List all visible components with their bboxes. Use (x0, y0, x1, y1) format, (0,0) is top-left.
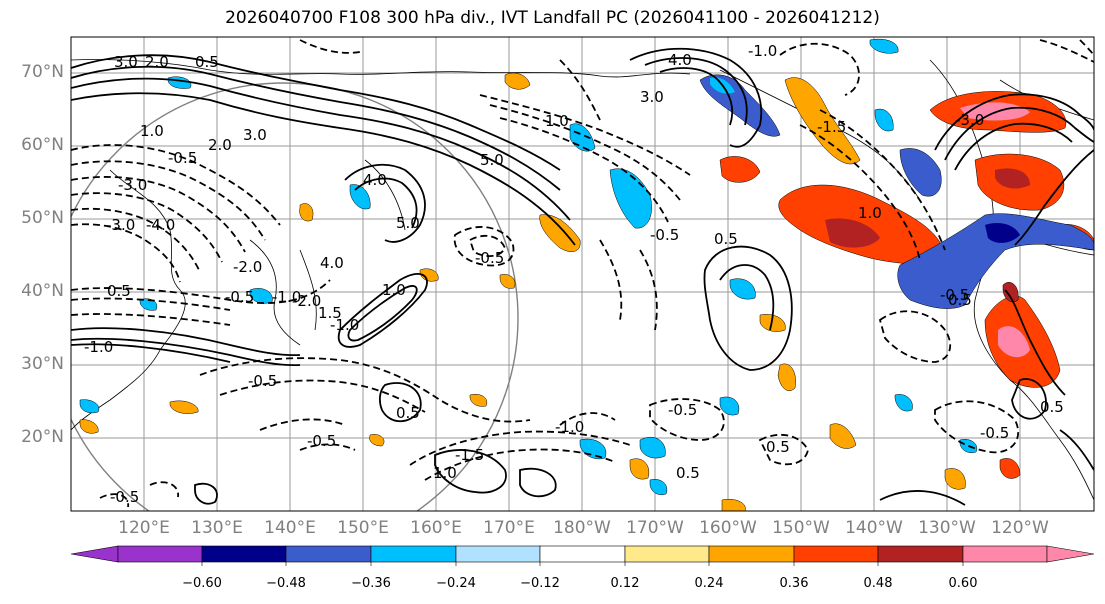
contour-label: 0.5 (766, 438, 790, 456)
colorbar-swatch (793, 545, 879, 563)
lat-label: 40°N (21, 281, 64, 301)
colorbar-swatch (624, 545, 710, 563)
map-frame (70, 36, 1095, 512)
contour-label: -2.0 (233, 258, 262, 276)
colorbar-swatch (117, 545, 203, 563)
contour-label: 0.5 (948, 291, 972, 309)
contour-label: 3.0 (243, 126, 267, 144)
contour-label: -3.0 (955, 111, 984, 129)
lon-label: 120°W (991, 518, 1049, 538)
colorbar-min-arrow (70, 545, 119, 563)
lon-label: 170°E (483, 518, 535, 538)
lat-label: 60°N (21, 135, 64, 155)
colorbar-tick-label: 0.24 (694, 576, 724, 591)
contour-label: 0.5 (396, 404, 420, 422)
lat-label: 30°N (21, 354, 64, 374)
colorbar-tick-label: −0.36 (351, 576, 391, 591)
colorbar-tick-label: −0.60 (182, 576, 222, 591)
lon-label: 140°E (264, 518, 316, 538)
colorbar-swatch (455, 545, 541, 563)
contour-label: 5.0 (480, 151, 504, 169)
contour-label: 3.0 (640, 88, 664, 106)
colorbar-swatch (201, 545, 287, 563)
lon-label: 160°E (410, 518, 462, 538)
contour-label: 1.0 (545, 112, 569, 130)
colorbar-swatch (285, 545, 372, 563)
contour-label: 0.5 (1040, 398, 1064, 416)
contour-label: 5.0 (396, 214, 420, 232)
contour-label: -0.5 (307, 432, 336, 450)
colorbar-tick-label: −0.24 (436, 576, 476, 591)
lon-label: 150°W (772, 518, 830, 538)
colorbar-swatch (962, 545, 1048, 563)
contour-label: 1.0 (382, 281, 406, 299)
contour-label: -0.5 (475, 249, 504, 267)
contour-label: -2.0 (292, 292, 321, 310)
contour-label: -1.5 (455, 446, 484, 464)
colorbar-swatch (708, 545, 795, 563)
contour-label: -0.5 (980, 424, 1009, 442)
lon-label: 120°E (118, 518, 170, 538)
lon-label: 130°W (918, 518, 976, 538)
lon-label: 150°E (337, 518, 389, 538)
contour-label: -0.5 (110, 488, 139, 506)
contours-positive (71, 47, 1094, 506)
colorbar-max-arrow (1046, 545, 1095, 563)
contour-label: -3.0 (118, 176, 147, 194)
contour-label: -0.5 (668, 401, 697, 419)
contour-label: -1.0 (272, 288, 301, 306)
contour-label: 0.5 (714, 230, 738, 248)
lat-label: 20°N (21, 427, 64, 447)
contour-label: -1.0 (330, 316, 359, 334)
contour-label: -4.0 (146, 216, 175, 234)
map-title: 2026040700 F108 300 hPa div., IVT Landfa… (225, 8, 880, 28)
colorbar-tick-label: 0.12 (610, 576, 640, 591)
contour-label: 4.0 (668, 51, 692, 69)
contour-label: -0.5 (248, 372, 277, 390)
contour-label: 3.0 (114, 53, 138, 71)
contour-label: -1.0 (748, 42, 777, 60)
lon-label: 130°E (191, 518, 243, 538)
contours-negative (71, 39, 1094, 508)
contour-label: 4.0 (363, 171, 387, 189)
contour-label: -1.5 (817, 118, 846, 136)
colorbar-tick-label: −0.12 (520, 576, 560, 591)
colorbar-tick-label: 0.48 (863, 576, 893, 591)
lon-label: 160°W (699, 518, 757, 538)
lat-label: 70°N (21, 62, 64, 82)
contour-label: -0.5 (168, 149, 197, 167)
contour-label: 4.0 (320, 254, 344, 272)
colorbar-swatch (877, 545, 964, 563)
contour-label: 1.0 (858, 204, 882, 222)
colorbar-swatch (539, 545, 626, 563)
colorbar-tick-label: 0.60 (948, 576, 978, 591)
contour-label: -0.5 (940, 286, 969, 304)
contour-label: 1.0 (140, 122, 164, 140)
contour-labels: 3.0 2.0 0.5 1.0 2.0 3.0 4.0 5.0 -3.0 -0.… (84, 42, 1064, 506)
colorbar-tick-label: 0.36 (779, 576, 809, 591)
range-circle (71, 82, 519, 511)
contour-label: 2.0 (208, 136, 232, 154)
colorbar (70, 545, 1095, 566)
contour-label: 1.0 (433, 464, 457, 482)
contour-label: -0.5 (650, 226, 679, 244)
contour-label: 2.0 (145, 53, 169, 71)
contour-label: -0.5 (225, 288, 254, 306)
contour-label: 0.5 (107, 282, 131, 300)
contour-label: -3.0 (106, 216, 135, 234)
colorbar-swatch (370, 545, 457, 563)
colorbar-tick-label: −0.48 (266, 576, 306, 591)
lon-label: 140°W (845, 518, 903, 538)
lon-label: 180°W (553, 518, 611, 538)
contour-label: 0.5 (195, 53, 219, 71)
contour-label: -1.0 (84, 338, 113, 356)
contour-label: 0.5 (676, 464, 700, 482)
contour-label: -1.0 (555, 418, 584, 436)
contour-label: 1.5 (318, 304, 342, 322)
lat-label: 50°N (21, 208, 64, 228)
lon-label: 170°W (626, 518, 684, 538)
